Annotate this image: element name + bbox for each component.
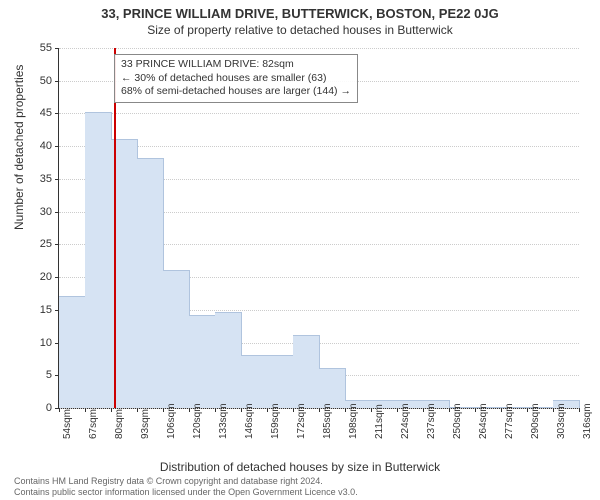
x-tick-mark xyxy=(345,408,346,412)
y-tick-label: 45 xyxy=(22,107,52,119)
y-tick-label: 10 xyxy=(22,337,52,349)
y-tick-mark xyxy=(55,81,59,82)
x-tick-mark xyxy=(215,408,216,412)
histogram-bar xyxy=(215,312,242,408)
histogram-bar xyxy=(241,355,268,408)
x-tick-label: 185sqm xyxy=(322,403,333,439)
x-tick-mark xyxy=(293,408,294,412)
x-tick-mark xyxy=(137,408,138,412)
footer-line1: Contains HM Land Registry data © Crown c… xyxy=(14,476,358,487)
y-tick-mark xyxy=(55,277,59,278)
annotation-line3: 68% of semi-detached houses are larger (… xyxy=(121,85,351,99)
y-tick-label: 55 xyxy=(22,42,52,54)
x-tick-label: 316sqm xyxy=(582,403,593,439)
x-tick-mark xyxy=(579,408,580,412)
annotation-box: 33 PRINCE WILLIAM DRIVE: 82sqm ← 30% of … xyxy=(114,54,358,103)
y-tick-label: 30 xyxy=(22,206,52,218)
annotation-line2: ← 30% of detached houses are smaller (63… xyxy=(121,72,351,86)
x-tick-label: 237sqm xyxy=(426,403,437,439)
x-tick-label: 172sqm xyxy=(296,403,307,439)
y-tick-label: 15 xyxy=(22,304,52,316)
x-axis-label: Distribution of detached houses by size … xyxy=(0,460,600,474)
x-tick-mark xyxy=(85,408,86,412)
x-tick-label: 198sqm xyxy=(348,403,359,439)
histogram-bar xyxy=(163,270,190,408)
y-tick-mark xyxy=(55,146,59,147)
x-tick-label: 67sqm xyxy=(88,409,99,439)
x-tick-label: 290sqm xyxy=(530,403,541,439)
x-tick-label: 159sqm xyxy=(270,403,281,439)
chart-area: 54sqm67sqm80sqm93sqm106sqm120sqm133sqm14… xyxy=(58,48,578,408)
x-tick-mark xyxy=(189,408,190,412)
gridline xyxy=(59,113,579,114)
chart-container: 33, PRINCE WILLIAM DRIVE, BUTTERWICK, BO… xyxy=(0,0,600,500)
y-tick-label: 0 xyxy=(22,402,52,414)
x-tick-label: 264sqm xyxy=(478,403,489,439)
x-tick-mark xyxy=(163,408,164,412)
x-tick-label: 54sqm xyxy=(62,409,73,439)
footer: Contains HM Land Registry data © Crown c… xyxy=(14,476,358,498)
y-tick-mark xyxy=(55,179,59,180)
x-tick-mark xyxy=(371,408,372,412)
y-tick-mark xyxy=(55,244,59,245)
x-tick-mark xyxy=(423,408,424,412)
gridline xyxy=(59,48,579,49)
annotation-line1: 33 PRINCE WILLIAM DRIVE: 82sqm xyxy=(121,58,351,72)
x-tick-mark xyxy=(319,408,320,412)
y-tick-mark xyxy=(55,113,59,114)
x-tick-label: 303sqm xyxy=(556,403,567,439)
histogram-bar xyxy=(319,368,346,408)
y-tick-label: 25 xyxy=(22,238,52,250)
chart-subtitle: Size of property relative to detached ho… xyxy=(0,21,600,37)
x-tick-mark xyxy=(553,408,554,412)
x-tick-label: 146sqm xyxy=(244,403,255,439)
x-tick-mark xyxy=(267,408,268,412)
y-tick-label: 35 xyxy=(22,173,52,185)
chart-title: 33, PRINCE WILLIAM DRIVE, BUTTERWICK, BO… xyxy=(0,0,600,21)
histogram-bar xyxy=(85,112,112,408)
histogram-bar xyxy=(293,335,320,408)
x-tick-mark xyxy=(449,408,450,412)
x-tick-label: 250sqm xyxy=(452,403,463,439)
x-tick-mark xyxy=(241,408,242,412)
x-tick-label: 80sqm xyxy=(114,409,125,439)
histogram-bar xyxy=(137,158,164,408)
x-tick-mark xyxy=(111,408,112,412)
x-tick-mark xyxy=(397,408,398,412)
x-tick-label: 211sqm xyxy=(374,404,385,439)
x-tick-mark xyxy=(527,408,528,412)
x-tick-label: 106sqm xyxy=(166,403,177,439)
x-tick-label: 93sqm xyxy=(140,409,151,439)
x-tick-mark xyxy=(59,408,60,412)
y-tick-label: 40 xyxy=(22,140,52,152)
y-tick-label: 5 xyxy=(22,369,52,381)
x-tick-label: 120sqm xyxy=(192,403,203,439)
histogram-bar xyxy=(267,355,294,408)
y-tick-label: 50 xyxy=(22,75,52,87)
x-tick-mark xyxy=(501,408,502,412)
y-tick-mark xyxy=(55,48,59,49)
y-tick-mark xyxy=(55,212,59,213)
histogram-bar xyxy=(59,296,86,408)
x-tick-label: 133sqm xyxy=(218,403,229,439)
x-tick-label: 224sqm xyxy=(400,403,411,439)
x-tick-mark xyxy=(475,408,476,412)
footer-line2: Contains public sector information licen… xyxy=(14,487,358,498)
y-tick-label: 20 xyxy=(22,271,52,283)
histogram-bar xyxy=(189,315,216,408)
x-tick-label: 277sqm xyxy=(504,403,515,439)
